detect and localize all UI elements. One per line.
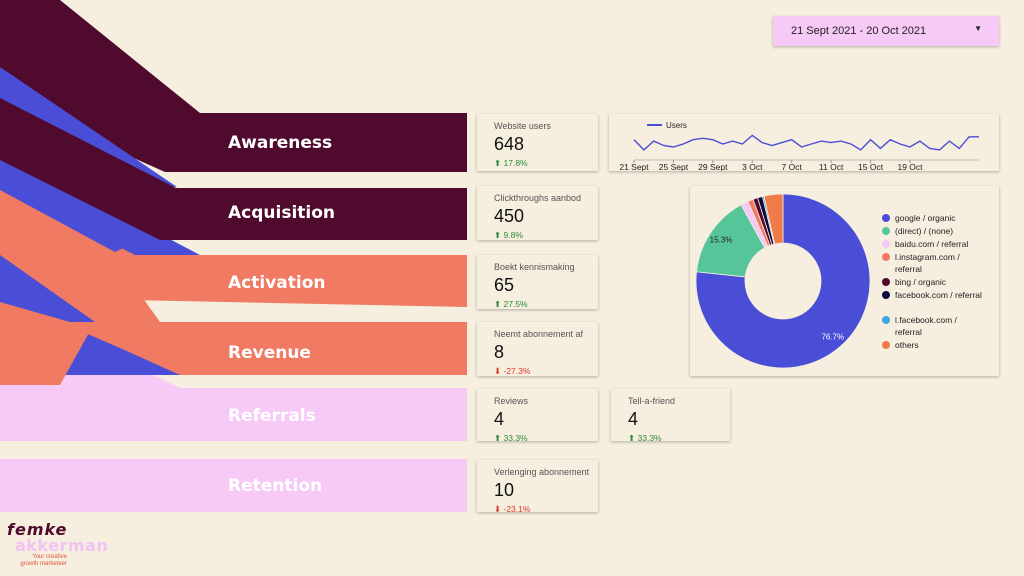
- legend-label: l.facebook.com / referral: [895, 315, 957, 337]
- metric-card-abonnement[interactable]: Neemt abonnement af 8 ⬇ -27.3%: [477, 322, 598, 376]
- x-tick-label: 25 Sept: [659, 162, 689, 171]
- metric-label: Website users: [494, 121, 551, 131]
- legend-label-users: Users: [666, 121, 687, 130]
- metric-change: ⬆ 33.3%: [628, 433, 662, 443]
- metric-value: 8: [494, 342, 505, 362]
- stage-activation: Activation: [228, 273, 326, 293]
- legend-label: bing / organic: [895, 277, 947, 287]
- caret-down-icon: ▼: [974, 24, 982, 33]
- date-range-picker[interactable]: 21 Sept 2021 - 20 Oct 2021 ▼: [773, 16, 999, 46]
- slice-pct-label: 15.3%: [710, 236, 733, 245]
- metric-label: Verlenging abonnement: [494, 467, 590, 477]
- stage-revenue: Revenue: [228, 343, 311, 363]
- x-tick-label: 15 Oct: [858, 162, 884, 171]
- legend-dot-icon: [882, 291, 890, 299]
- x-tick-label: 11 Oct: [819, 162, 844, 171]
- legend-dot-icon: [882, 278, 890, 286]
- arrow-up-icon: ⬆: [494, 230, 502, 240]
- legend-dot-icon: [882, 316, 890, 324]
- logo-line-2: akkerman: [15, 536, 109, 555]
- metric-change: ⬇ -27.3%: [494, 366, 531, 376]
- logo-tagline-2: growth marketeer: [20, 561, 67, 567]
- x-tick-label: 29 Sept: [698, 162, 728, 171]
- logo-line-1: femke: [7, 520, 68, 539]
- metric-value: 10: [494, 480, 515, 500]
- metric-label: Reviews: [494, 396, 529, 406]
- legend-dot-icon: [882, 240, 890, 248]
- legend-label: google / organic: [895, 213, 956, 223]
- legend-label: l.instagram.com / referral: [895, 252, 960, 274]
- date-range-label: 21 Sept 2021 - 20 Oct 2021: [791, 25, 927, 37]
- traffic-source-donut-card[interactable]: 76.7% 15.3% google / organic (direct) / (n…: [690, 186, 999, 376]
- users-line-chart: Users 21 Sept 25 Sept 29 Sept 3 Oct 7 Oct 11 O…: [619, 121, 979, 172]
- legend-dot-icon: [882, 227, 890, 235]
- pie-slice: [763, 193, 784, 245]
- x-tick-label: 7 Oct: [782, 162, 803, 171]
- arrow-up-icon: ⬆: [494, 158, 502, 168]
- pie-slice: [695, 193, 871, 369]
- logo-tagline-1: Your creative: [32, 554, 67, 560]
- arrow-up-icon: ⬆: [628, 433, 636, 443]
- metric-label: Neemt abonnement af: [494, 329, 584, 339]
- legend-label: others: [895, 340, 919, 350]
- arrow-down-icon: ⬇: [494, 366, 502, 376]
- metric-card-tell-a-friend[interactable]: Tell-a-friend 4 ⬆ 33.3%: [611, 389, 730, 443]
- metric-value: 65: [494, 275, 515, 295]
- legend-dot-icon: [882, 341, 890, 349]
- stage-acquisition: Acquisition: [228, 203, 336, 223]
- metric-label: Clickthroughs aanbod: [494, 193, 582, 203]
- legend-label: baidu.com / referral: [895, 239, 969, 249]
- slice-pct-label: 76.7%: [821, 332, 844, 341]
- arrow-up-icon: ⬆: [494, 433, 502, 443]
- arrow-down-icon: ⬇: [494, 504, 502, 514]
- series-line-users: [633, 134, 979, 151]
- stage-retention: Retention: [228, 476, 323, 496]
- metric-label: Tell-a-friend: [628, 396, 676, 406]
- legend-label: (direct) / (none): [895, 226, 954, 236]
- metric-card-website-users[interactable]: Website users 648 ⬆ 17.8%: [477, 114, 598, 171]
- metric-value: 4: [628, 409, 639, 429]
- metric-label: Boekt kennismaking: [494, 262, 575, 272]
- metric-value: 4: [494, 409, 505, 429]
- metric-change: ⬆ 27.5%: [494, 299, 528, 309]
- metric-change: ⬇ -23.1%: [494, 504, 531, 514]
- metric-change: ⬆ 17.8%: [494, 158, 528, 168]
- stage-awareness: Awareness: [228, 133, 333, 153]
- stage-referrals: Referrals: [228, 406, 316, 426]
- metric-value: 648: [494, 134, 525, 154]
- arrow-up-icon: ⬆: [494, 299, 502, 309]
- traffic-source-donut-chart: 76.7% 15.3%: [695, 193, 871, 369]
- legend-label: facebook.com / referral: [895, 290, 982, 300]
- legend-dot-icon: [882, 214, 890, 222]
- metric-card-verlenging[interactable]: Verlenging abonnement 10 ⬇ -23.1%: [477, 460, 598, 514]
- metric-change: ⬆ 9.8%: [494, 230, 523, 240]
- brand-logo: femke akkerman Your creative growth mark…: [7, 522, 108, 568]
- metric-change: ⬆ 33.3%: [494, 433, 528, 443]
- donut-legend: google / organic (direct) / (none) baidu.c…: [882, 213, 992, 373]
- metric-card-kennismaking[interactable]: Boekt kennismaking 65 ⬆ 27.5%: [477, 255, 598, 309]
- x-tick-label: 21 Sept: [619, 162, 649, 171]
- metric-value: 450: [494, 206, 525, 226]
- legend-dot-icon: [882, 253, 890, 261]
- users-line-chart-card[interactable]: Users 21 Sept 25 Sept 29 Sept 3 Oct 7 Oct 11 O…: [609, 114, 999, 172]
- x-tick-label: 19 Oct: [897, 162, 923, 171]
- metric-card-reviews[interactable]: Reviews 4 ⬆ 33.3%: [477, 389, 598, 443]
- x-tick-label: 3 Oct: [742, 162, 763, 171]
- metric-card-clickthroughs[interactable]: Clickthroughs aanbod 450 ⬆ 9.8%: [477, 186, 598, 240]
